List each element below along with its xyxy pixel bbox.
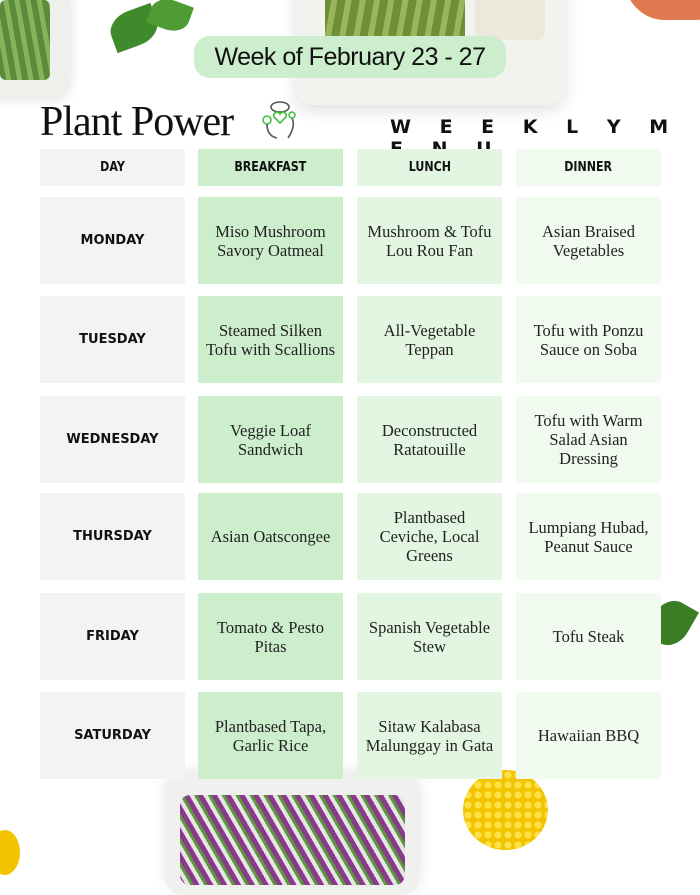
salmon-image bbox=[625, 0, 700, 20]
breakfast-item: Miso Mushroom Savory Oatmeal bbox=[215, 221, 326, 260]
column-header-label: DINNER bbox=[564, 160, 613, 175]
dinner-cell: Asian Braised Vegetables bbox=[516, 197, 661, 284]
week-label: Week of February 23 - 27 bbox=[194, 36, 506, 78]
lunch-item: Sitaw Kalabasa Malunggay in Gata bbox=[365, 716, 494, 755]
day-cell: THURSDAY bbox=[40, 493, 185, 580]
breakfast-item: Steamed Silken Tofu with Scallions bbox=[205, 320, 335, 359]
day-label: FRIDAY bbox=[86, 629, 139, 644]
breakfast-cell: Plantbased Tapa, Garlic Rice bbox=[198, 692, 343, 779]
day-label: MONDAY bbox=[80, 233, 145, 248]
column-header-day: DAY bbox=[40, 149, 185, 186]
day-label: THURSDAY bbox=[73, 529, 152, 544]
day-cell: WEDNESDAY bbox=[40, 396, 185, 483]
column-header-breakfast: BREAKFAST bbox=[198, 149, 343, 186]
breakfast-cell: Steamed Silken Tofu with Scallions bbox=[198, 296, 343, 383]
breakfast-item: Veggie Loaf Sandwich bbox=[229, 420, 312, 459]
lunch-item: Deconstructed Ratatouille bbox=[381, 420, 478, 459]
dinner-cell: Tofu with Warm Salad Asian Dressing bbox=[516, 396, 661, 483]
corn-kernels-image bbox=[0, 830, 20, 875]
day-label: SATURDAY bbox=[74, 728, 151, 743]
day-label: WEDNESDAY bbox=[66, 432, 159, 447]
lunch-item: Plantbased Ceviche, Local Greens bbox=[379, 508, 480, 565]
lunch-cell: Sitaw Kalabasa Malunggay in Gata bbox=[357, 692, 502, 779]
dinner-cell: Tofu with Ponzu Sauce on Soba bbox=[516, 296, 661, 383]
dinner-item: Tofu with Ponzu Sauce on Soba bbox=[533, 320, 644, 359]
breakfast-cell: Veggie Loaf Sandwich bbox=[198, 396, 343, 483]
brand-title: Plant Power bbox=[40, 99, 234, 145]
column-header-label: DAY bbox=[100, 160, 125, 175]
lunch-cell: Spanish Vegetable Stew bbox=[357, 593, 502, 680]
plant-heart-logo-icon bbox=[262, 101, 296, 139]
day-cell: TUESDAY bbox=[40, 296, 185, 383]
column-header-dinner: DINNER bbox=[516, 149, 661, 186]
lunch-cell: Deconstructed Ratatouille bbox=[357, 396, 502, 483]
green-beans-container-image bbox=[0, 0, 70, 95]
column-header-label: LUNCH bbox=[408, 160, 451, 175]
lunch-item: All-Vegetable Teppan bbox=[383, 320, 476, 359]
day-cell: MONDAY bbox=[40, 197, 185, 284]
lunch-cell: All-Vegetable Teppan bbox=[357, 296, 502, 383]
breakfast-item: Plantbased Tapa, Garlic Rice bbox=[214, 716, 327, 755]
dinner-item: Tofu with Warm Salad Asian Dressing bbox=[534, 411, 643, 468]
lunch-cell: Mushroom & Tofu Lou Rou Fan bbox=[357, 197, 502, 284]
breakfast-cell: Tomato & Pesto Pitas bbox=[198, 593, 343, 680]
lunch-item: Spanish Vegetable Stew bbox=[368, 617, 491, 656]
lunch-item: Mushroom & Tofu Lou Rou Fan bbox=[367, 221, 492, 260]
dinner-cell: Lumpiang Hubad, Peanut Sauce bbox=[516, 493, 661, 580]
dinner-item: Lumpiang Hubad, Peanut Sauce bbox=[528, 517, 649, 556]
day-cell: SATURDAY bbox=[40, 692, 185, 779]
dinner-cell: Hawaiian BBQ bbox=[516, 692, 661, 779]
dinner-item: Tofu Steak bbox=[552, 627, 625, 646]
dinner-item: Hawaiian BBQ bbox=[537, 726, 640, 745]
dinner-cell: Tofu Steak bbox=[516, 593, 661, 680]
column-header-label: BREAKFAST bbox=[234, 160, 307, 175]
day-cell: FRIDAY bbox=[40, 593, 185, 680]
corn-kernels-image bbox=[463, 770, 548, 850]
breakfast-cell: Miso Mushroom Savory Oatmeal bbox=[198, 197, 343, 284]
lunch-cell: Plantbased Ceviche, Local Greens bbox=[357, 493, 502, 580]
breakfast-item: Tomato & Pesto Pitas bbox=[216, 617, 324, 656]
dinner-item: Asian Braised Vegetables bbox=[541, 221, 636, 260]
day-label: TUESDAY bbox=[79, 332, 146, 347]
breakfast-item: Asian Oatscongee bbox=[210, 527, 331, 546]
breakfast-cell: Asian Oatscongee bbox=[198, 493, 343, 580]
cabbage-salad-container-image bbox=[165, 775, 420, 895]
column-header-lunch: LUNCH bbox=[357, 149, 502, 186]
